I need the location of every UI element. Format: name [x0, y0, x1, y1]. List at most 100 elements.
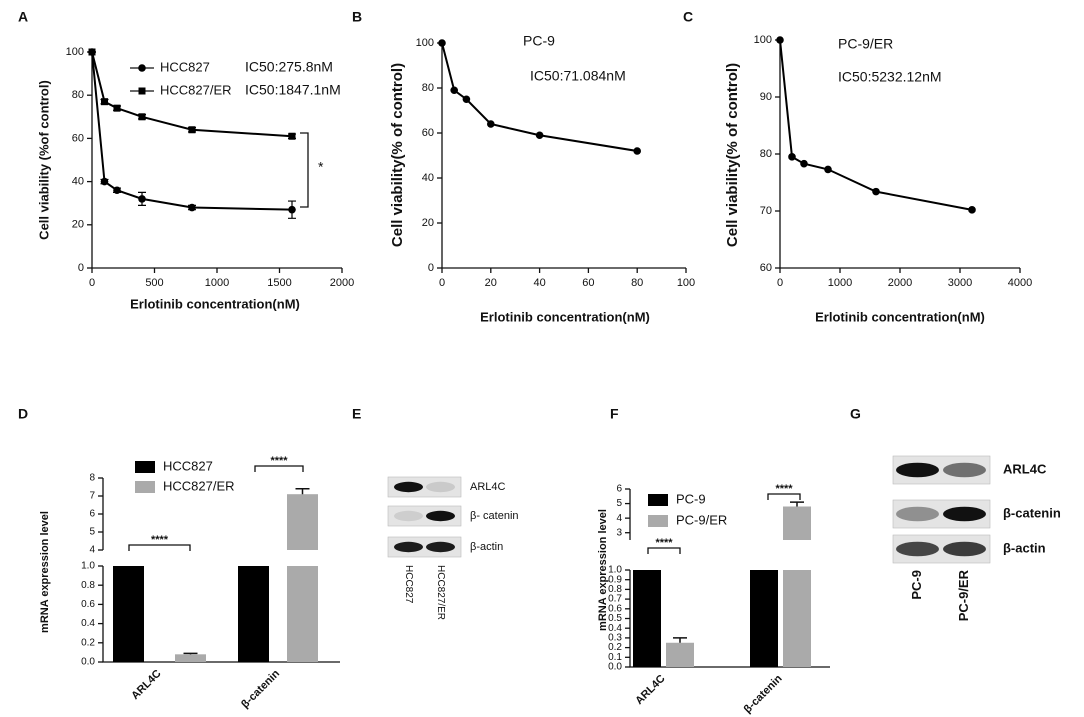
y-tick-label: 0.4: [608, 623, 622, 634]
y-axis-label: Cell viability(% of control): [389, 63, 406, 247]
significance-bracket: [128, 544, 191, 551]
blot-row-label: β- catenin: [470, 510, 519, 522]
y-axis-label: mRNA expression level: [39, 511, 51, 633]
error-bar: [183, 652, 198, 655]
x-tick-label: 40: [533, 277, 545, 289]
blot-band: [394, 481, 423, 493]
y-tick-label: 8: [89, 473, 95, 484]
marker: [101, 98, 108, 106]
marker: [633, 147, 641, 155]
y-tick-label: 20: [422, 217, 434, 229]
marker: [872, 187, 880, 196]
x-tick-label: 4000: [1008, 277, 1032, 289]
y-tick-label: 6: [89, 509, 95, 520]
bar: [750, 570, 778, 667]
blot-band: [896, 541, 939, 557]
y-tick-label: 90: [760, 91, 772, 103]
y-tick-label: 100: [66, 46, 84, 58]
x-tick-label: 80: [631, 277, 643, 289]
blot-row-label: β-actin: [470, 541, 503, 553]
x-tick-label: 0: [89, 277, 95, 289]
x-axis-label: Erlotinib concentration(nM): [815, 309, 985, 324]
bar: [783, 506, 811, 540]
bar: [287, 566, 318, 662]
y-tick-label: 5: [616, 498, 622, 509]
annotation: PC-9: [523, 33, 555, 49]
y-axis-label: Cell viability (%of control): [36, 80, 51, 240]
y-tick-label: 4: [89, 545, 95, 556]
significance-bracket: [300, 132, 309, 208]
error-bar: [790, 501, 804, 507]
blot-band: [426, 510, 455, 522]
panel-label: G: [850, 406, 861, 422]
x-tick-label: 1500: [267, 277, 291, 289]
annotation: ****: [270, 455, 288, 467]
y-tick-label: 40: [422, 172, 434, 184]
annotation: ****: [655, 537, 673, 549]
legend-marker: [138, 87, 146, 95]
y-tick-label: 70: [760, 205, 772, 217]
annotation: ****: [151, 534, 169, 546]
y-tick-label: 0.2: [81, 637, 95, 648]
marker: [188, 203, 196, 212]
legend-swatch: [135, 461, 155, 473]
marker: [88, 48, 96, 56]
marker: [487, 120, 495, 128]
marker: [113, 104, 121, 112]
panel-label: D: [18, 406, 28, 422]
x-tick-label: 0: [439, 277, 445, 289]
x-tick-label: 0: [777, 277, 783, 289]
bar: [666, 642, 694, 667]
marker: [788, 153, 796, 161]
series-line: [441, 42, 638, 152]
x-tick-label: 60: [582, 277, 594, 289]
marker: [462, 95, 471, 104]
legend-label: PC-9: [676, 491, 706, 506]
y-tick-label: 0.7: [608, 594, 622, 605]
marker: [288, 132, 296, 140]
marker: [188, 126, 196, 134]
marker: [800, 159, 808, 168]
bar: [783, 570, 811, 667]
blot-band: [943, 506, 986, 522]
y-tick-label: 100: [754, 34, 772, 46]
marker: [535, 131, 544, 140]
bar: [633, 570, 661, 667]
y-tick-label: 0.3: [608, 633, 622, 644]
y-tick-label: 6: [616, 484, 622, 495]
y-tick-label: 0.0: [81, 657, 95, 668]
y-tick-label: 0.4: [81, 618, 95, 629]
y-tick-label: 0.6: [608, 603, 622, 614]
y-tick-label: 0.5: [608, 613, 622, 624]
annotation: IC50:275.8nM: [245, 59, 333, 75]
annotation: IC50:5232.12nM: [838, 69, 942, 85]
legend-label: HCC827: [160, 59, 210, 74]
blot-row-label: β-actin: [1003, 540, 1046, 555]
y-tick-label: 80: [72, 89, 84, 101]
x-tick-label: 500: [145, 277, 163, 289]
legend-label: HCC827/ER: [160, 82, 232, 97]
marker: [288, 205, 296, 214]
marker: [968, 206, 976, 214]
legend-label: PC-9/ER: [676, 512, 727, 527]
panel-label: F: [610, 406, 619, 422]
legend-swatch: [648, 515, 668, 527]
y-axis-label: Cell viability(% of control): [724, 63, 741, 247]
blot-row-label: ARL4C: [470, 481, 506, 493]
error-bar: [295, 488, 310, 495]
blot-row-label: ARL4C: [1003, 461, 1047, 476]
bar: [287, 494, 318, 550]
y-tick-label: 3: [616, 527, 622, 538]
marker: [438, 39, 446, 47]
marker: [776, 36, 784, 44]
blot-band: [426, 481, 455, 493]
blot-band: [896, 462, 939, 478]
significance-bracket: [254, 465, 304, 472]
y-tick-label: 0.1: [608, 652, 622, 663]
bar: [175, 654, 206, 662]
x-tick-label: 20: [485, 277, 497, 289]
blot-band: [394, 541, 423, 553]
y-tick-label: 1.0: [81, 561, 95, 572]
panel-label: E: [352, 406, 361, 422]
